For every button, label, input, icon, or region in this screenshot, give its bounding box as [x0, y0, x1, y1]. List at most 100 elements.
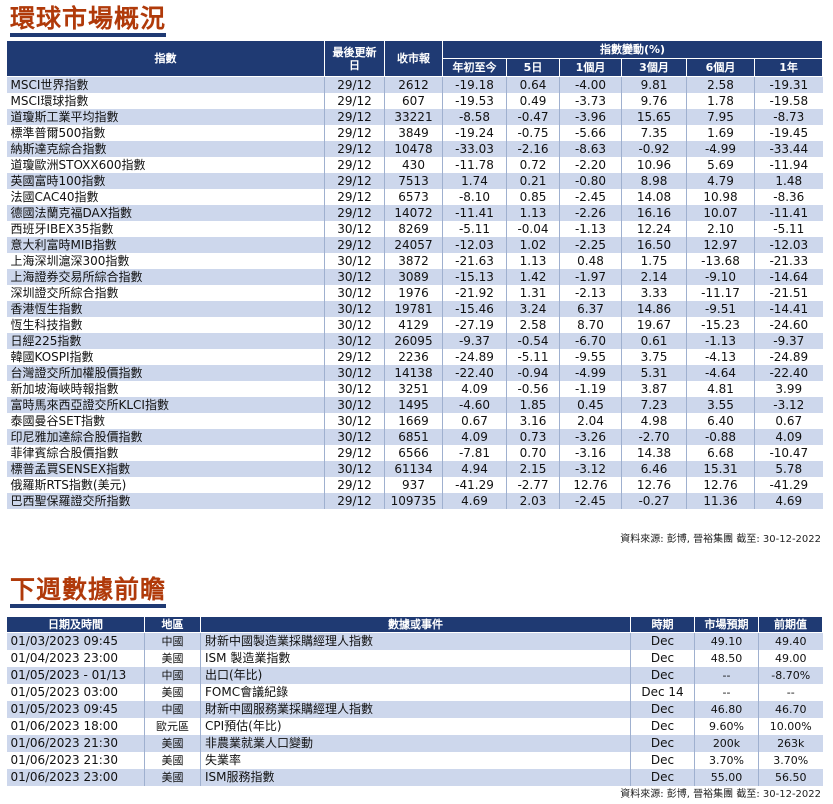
- event-cell: ISM 製造業指數: [200, 650, 631, 667]
- period-cell: Dec 14: [630, 684, 695, 701]
- change-1m-cell: -2.45: [559, 493, 622, 509]
- period-cell: Dec: [630, 769, 695, 786]
- date-cell: 30/12: [324, 285, 385, 301]
- event-cell: 財新中國服務業採購經理人指數: [200, 701, 631, 718]
- index-name-cell: 上海深圳滬深300指數: [6, 253, 325, 269]
- change-5d-cell: 0.70: [506, 445, 560, 461]
- market-overview-title: 環球市場概況: [10, 6, 167, 37]
- change-1m-cell: -3.12: [559, 461, 622, 477]
- change-3m-cell: 19.67: [621, 317, 687, 333]
- index-name-cell: 道瓊斯工業平均指數: [6, 109, 325, 125]
- change-1y-cell: -8.36: [753, 189, 823, 205]
- ytd-cell: -15.13: [442, 269, 507, 285]
- ytd-cell: -11.41: [442, 205, 507, 221]
- change-5d-cell: 0.21: [506, 173, 560, 189]
- ytd-cell: -33.03: [442, 141, 507, 157]
- change-1y-cell: -14.41: [753, 301, 823, 317]
- close-cell: 3251: [384, 381, 443, 397]
- change-3m-cell: 7.23: [621, 397, 687, 413]
- index-name-cell: MSCI環球指數: [6, 93, 325, 109]
- change-5d-cell: -0.54: [506, 333, 560, 349]
- ytd-cell: -4.60: [442, 397, 507, 413]
- forecast-cell: 55.00: [694, 769, 759, 786]
- change-6m-cell: 11.36: [686, 493, 755, 509]
- index-name-cell: MSCI世界指數: [6, 76, 325, 93]
- change-1y-cell: -8.73: [753, 109, 823, 125]
- table-row: 恆生科技指數 30/12 4129 -27.19 2.58 8.70 19.67 -15.23…: [6, 317, 823, 333]
- change-5d-cell: -0.75: [506, 125, 560, 141]
- date-cell: 30/12: [324, 317, 385, 333]
- index-name-cell: 意大利富時MIB指數: [6, 237, 325, 253]
- change-3m-cell: 9.76: [621, 93, 687, 109]
- date-cell: 29/12: [324, 173, 385, 189]
- change-1m-cell: -3.26: [559, 429, 622, 445]
- close-cell: 1669: [384, 413, 443, 429]
- forecast-cell: 49.10: [694, 632, 759, 650]
- change-6m-cell: -0.88: [686, 429, 755, 445]
- change-1y-cell: -21.51: [753, 285, 823, 301]
- index-name-cell: 道瓊歐洲STOXX600指數: [6, 157, 325, 173]
- change-5d-cell: -0.04: [506, 221, 560, 237]
- date-cell: 30/12: [324, 413, 385, 429]
- table-row: 韓國KOSPI指數 29/12 2236 -24.89 -5.11 -9.55 3.75 -4…: [6, 349, 823, 365]
- ytd-cell: -19.24: [442, 125, 507, 141]
- period-cell: Dec: [630, 752, 695, 769]
- change-6m-cell: 12.76: [686, 477, 755, 493]
- table-row: 印尼雅加達綜合股價指數 30/12 6851 4.09 0.73 -3.26 -2.70 -0…: [6, 429, 823, 445]
- table-row: 深圳證交所綜合指數 30/12 1976 -21.92 1.31 -2.13 3.33 -11…: [6, 285, 823, 301]
- previous-cell: 49.00: [758, 650, 823, 667]
- index-name-cell: 深圳證交所綜合指數: [6, 285, 325, 301]
- date-cell: 29/12: [324, 445, 385, 461]
- close-cell: 2236: [384, 349, 443, 365]
- change-1m-cell: -4.99: [559, 365, 622, 381]
- change-3m-cell: 9.81: [621, 76, 687, 93]
- change-1m-cell: -1.97: [559, 269, 622, 285]
- table-row: 德國法蘭克福DAX指數 29/12 14072 -11.41 1.13 -2.26 16.1…: [6, 205, 823, 221]
- change-5d-cell: -2.16: [506, 141, 560, 157]
- table-row: 道瓊斯工業平均指數 29/12 33221 -8.58 -0.47 -3.96 15.65 7…: [6, 109, 823, 125]
- change-1m-cell: -2.25: [559, 237, 622, 253]
- date-cell: 30/12: [324, 269, 385, 285]
- date-cell: 29/12: [324, 125, 385, 141]
- change-1y-cell: 0.67: [753, 413, 823, 429]
- ytd-cell: -22.40: [442, 365, 507, 381]
- ytd-cell: 1.74: [442, 173, 507, 189]
- table-row: 台灣證交所加權股價指數 30/12 14138 -22.40 -0.94 -4.99 5.3…: [6, 365, 823, 381]
- ytd-cell: -8.10: [442, 189, 507, 205]
- region-cell: 美國: [144, 752, 201, 769]
- change-1y-cell: -33.44: [753, 141, 823, 157]
- change-1y-cell: 5.78: [753, 461, 823, 477]
- datetime-cell: 01/04/2023 23:00: [6, 650, 145, 667]
- header-3m: 3個月: [621, 58, 687, 77]
- change-1y-cell: -14.64: [753, 269, 823, 285]
- change-1m-cell: 6.37: [559, 301, 622, 317]
- date-cell: 29/12: [324, 141, 385, 157]
- change-3m-cell: 5.31: [621, 365, 687, 381]
- change-6m-cell: -4.99: [686, 141, 755, 157]
- table-row: 巴西聖保羅證交所指數 29/12 109735 4.69 2.03 -2.45 -0.27 1…: [6, 493, 823, 509]
- table-row: MSCI世界指數 29/12 2612 -19.18 0.64 -4.00 9.81 2.58…: [6, 76, 823, 93]
- date-cell: 29/12: [324, 477, 385, 493]
- index-name-cell: 德國法蘭克福DAX指數: [6, 205, 325, 221]
- change-3m-cell: 15.65: [621, 109, 687, 125]
- index-name-cell: 上海證券交易所綜合指數: [6, 269, 325, 285]
- change-1y-cell: -21.33: [753, 253, 823, 269]
- table-row: 上海深圳滬深300指數 30/12 3872 -21.63 1.13 0.48 1.75 -1…: [6, 253, 823, 269]
- change-5d-cell: -0.47: [506, 109, 560, 125]
- change-1m-cell: -2.20: [559, 157, 622, 173]
- ytd-cell: -11.78: [442, 157, 507, 173]
- header-previous: 前期值: [758, 616, 823, 633]
- change-6m-cell: -9.10: [686, 269, 755, 285]
- table-row: 納斯達克綜合指數 29/12 10478 -33.03 -2.16 -8.63 -0.92-…: [6, 141, 823, 157]
- change-6m-cell: 15.31: [686, 461, 755, 477]
- forecast-cell: 3.70%: [694, 752, 759, 769]
- datetime-cell: 01/06/2023 21:30: [6, 735, 145, 752]
- date-cell: 30/12: [324, 365, 385, 381]
- change-1m-cell: -4.00: [559, 76, 622, 93]
- change-6m-cell: 6.40: [686, 413, 755, 429]
- change-1y-cell: -41.29: [753, 477, 823, 493]
- change-3m-cell: 16.50: [621, 237, 687, 253]
- change-1y-cell: -24.60: [753, 317, 823, 333]
- previous-cell: 56.50: [758, 769, 823, 786]
- change-6m-cell: 12.97: [686, 237, 755, 253]
